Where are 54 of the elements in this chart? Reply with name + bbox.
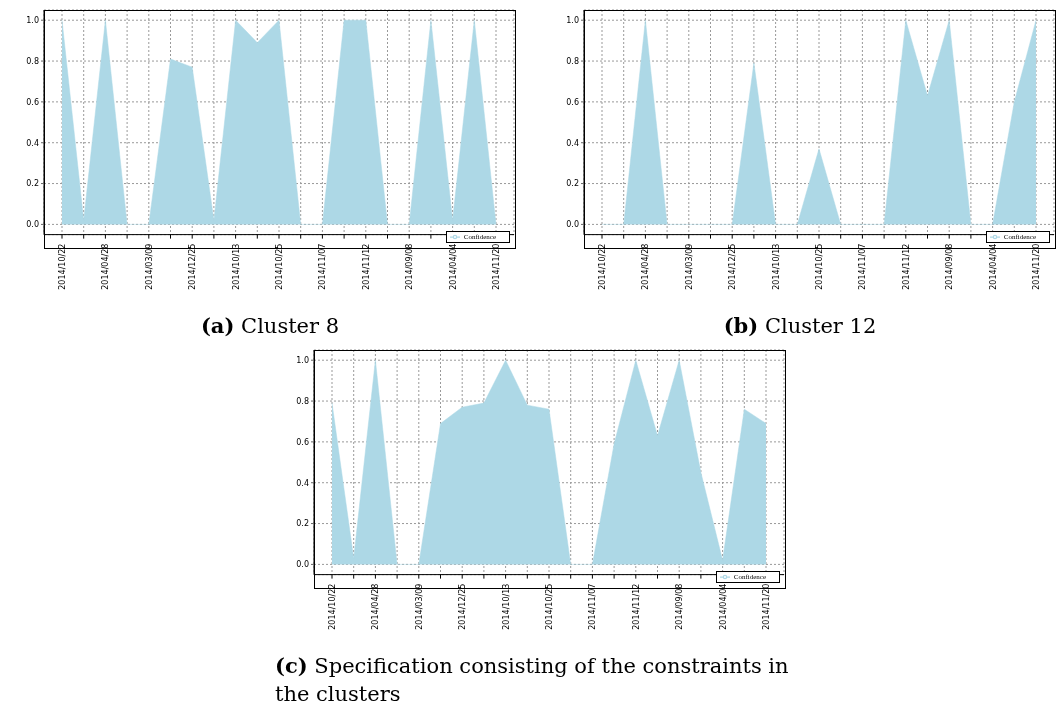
x-tick-label: 2014/04/04: [448, 243, 458, 290]
x-tick-label: 2014/04/28: [641, 243, 651, 290]
y-tick-label: 0.4: [26, 138, 39, 148]
y-tick-label: 0.2: [566, 179, 579, 189]
x-tick-label: 2014/09/08: [675, 583, 685, 630]
y-tick-label: 0.6: [566, 97, 579, 107]
y-tick-label: 0.8: [296, 396, 309, 406]
x-tick-label: 2014/03/09: [414, 583, 424, 630]
y-tick-label: 0.8: [566, 56, 579, 66]
x-tick-label: 2014/10/25: [815, 243, 824, 290]
y-tick-label: 0.6: [296, 437, 309, 447]
x-tick-label: 2014/10/13: [501, 583, 511, 630]
x-tick-label: 2014/03/09: [684, 243, 694, 290]
x-tick-label: 2014/11/12: [631, 583, 641, 630]
y-tick-label: 0.4: [296, 478, 309, 488]
x-tick-label: 2014/12/25: [458, 583, 468, 630]
x-tick-label: 2014/11/20: [492, 243, 501, 290]
y-tick-label: 0.2: [296, 519, 309, 529]
x-tick-label: 2014/11/07: [318, 243, 328, 290]
x-tick-label: 2014/04/04: [988, 243, 998, 290]
x-tick-label: 2014/12/25: [188, 243, 198, 290]
x-tick-label: 2014/04/28: [101, 243, 111, 290]
x-tick-label: 2014/11/12: [361, 243, 371, 290]
x-tick-label: 2014/12/25: [728, 243, 738, 290]
x-tick-label: 2014/10/25: [275, 243, 284, 290]
y-tick-label: 0.0: [296, 560, 309, 570]
text: (c) Specification consisting of the constraints in the clusters: [275, 653, 789, 704]
x-tick-label: 2014/11/07: [588, 583, 598, 630]
x-tick-label: 2014/04/28: [371, 583, 381, 630]
x-tick-label: 2014/10/25: [545, 583, 554, 630]
text: (a) Cluster 8: [200, 313, 340, 338]
y-tick-label: 0.2: [26, 179, 39, 189]
y-tick-label: 1.0: [296, 356, 309, 366]
y-tick-label: 0.4: [566, 138, 579, 148]
x-tick-label: 2014/09/08: [945, 243, 955, 290]
x-tick-label: 2014/11/12: [901, 243, 911, 290]
y-tick-label: 0.0: [566, 220, 579, 230]
y-tick-label: 0.8: [26, 56, 39, 66]
x-tick-label: 2014/04/04: [718, 583, 728, 630]
x-tick-label: 2014/10/13: [771, 243, 781, 290]
x-tick-label: 2014/11/07: [858, 243, 868, 290]
y-tick-label: 0.6: [26, 97, 39, 107]
y-tick-label: 1.0: [566, 16, 579, 26]
x-tick-label: 2014/10/13: [231, 243, 241, 290]
x-tick-label: 2014/10/22: [58, 243, 67, 290]
x-tick-label: 2014/11/20: [1032, 243, 1041, 290]
x-tick-label: 2014/10/22: [598, 243, 607, 290]
x-tick-label: 2014/03/09: [144, 243, 154, 290]
x-tick-label: 2014/11/20: [762, 583, 771, 630]
y-tick-label: 1.0: [26, 16, 39, 26]
y-tick-label: 0.0: [26, 220, 39, 230]
x-tick-label: 2014/09/08: [405, 243, 415, 290]
text: (b) Cluster 12: [723, 313, 877, 338]
x-tick-label: 2014/10/22: [328, 583, 337, 630]
